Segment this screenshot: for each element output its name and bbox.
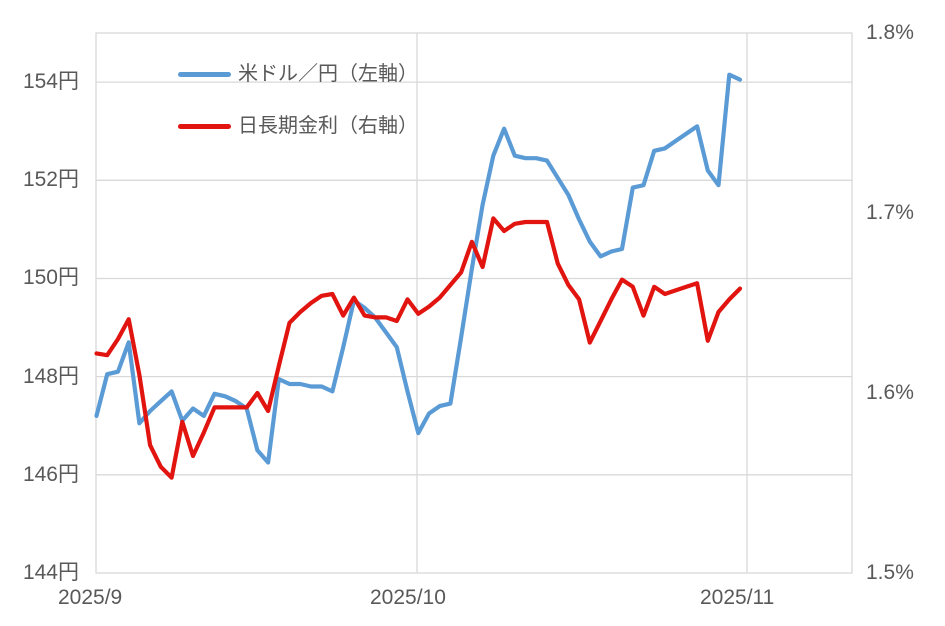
x-axis-tick-2025-9: 2025/9	[58, 586, 123, 609]
right-axis-tick-1-7: 1.7%	[866, 201, 914, 224]
right-axis-tick-1-8: 1.8%	[866, 21, 914, 44]
x-axis-tick-2025-11: 2025/11	[700, 586, 775, 609]
yield-line-swatch	[178, 124, 231, 129]
left-axis-tick-148: 148円	[22, 365, 79, 388]
left-axis-tick-144: 144円	[22, 561, 79, 584]
left-axis-tick-146: 146円	[22, 463, 79, 486]
legend-item-usdjpy: 米ドル／円（左軸）	[178, 62, 418, 87]
plot-area-border	[95, 32, 853, 574]
legend-label-yield: 日長期金利（右軸）	[238, 115, 418, 137]
x-axis-tick-2025-10: 2025/10	[370, 586, 446, 609]
left-axis-tick-154: 154円	[22, 70, 79, 93]
jgb-yield-line	[94, 216, 743, 480]
legend-item-yield: 日長期金利（右軸）	[178, 114, 418, 139]
legend-label-usdjpy: 米ドル／円（左軸）	[238, 63, 418, 85]
left-axis-tick-152: 152円	[22, 168, 79, 191]
right-axis-tick-1-5: 1.5%	[866, 561, 914, 584]
vertical-gridlines	[416, 33, 748, 573]
usdjpy-line-swatch	[178, 72, 231, 77]
horizontal-gridlines	[96, 81, 852, 476]
usdjpy-line	[94, 72, 743, 465]
left-axis-tick-150: 150円	[22, 266, 79, 289]
right-axis-tick-1-6: 1.6%	[866, 381, 914, 404]
